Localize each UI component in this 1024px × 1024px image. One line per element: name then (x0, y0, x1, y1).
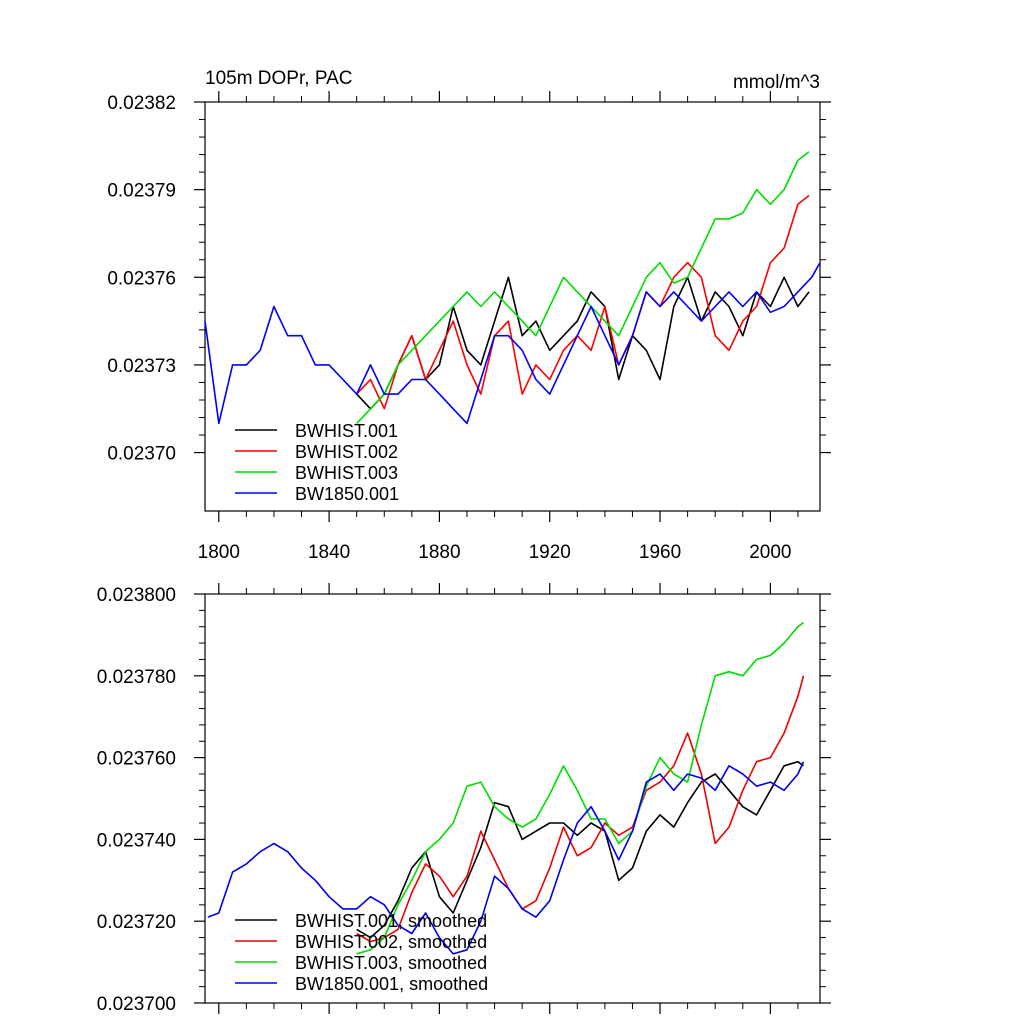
bottom-series-1-line (356, 675, 805, 943)
bottom-y-tick-label: 0.023760 (97, 749, 176, 770)
bottom-legend-label: BWHIST.003, smoothed (295, 953, 487, 973)
top-legend-label: BWHIST.001 (295, 421, 398, 441)
bottom-plot-frame (204, 593, 821, 1004)
bottom-y-tick-label: 0.023720 (97, 912, 176, 933)
top-panel: 105m DOPr, PAC mmol/m^3 1800 1840 1880 1920… (107, 68, 831, 563)
bottom-panel: 0.023700 0.023720 0.023740 0.023760 0.023780… (97, 583, 831, 1015)
bottom-series-3-line (207, 761, 805, 955)
top-legend-label: BW1850.001 (295, 484, 399, 504)
top-series-1-line (356, 194, 810, 410)
top-x-tick-label: 1960 (639, 542, 681, 563)
top-ticks: 1800 1840 1880 1920 1960 2000 0.02370 0.02373 0.… (107, 91, 831, 563)
bottom-y-tick-label: 0.023780 (97, 667, 176, 688)
top-legend-label: BWHIST.002 (295, 442, 398, 462)
bottom-y-tick-label: 0.023800 (97, 585, 176, 606)
top-y-tick-label: 0.02379 (107, 181, 176, 202)
bottom-y-tick-label: 0.023700 (97, 994, 176, 1015)
top-x-tick-label: 1800 (198, 542, 240, 563)
bottom-legend-label: BW1850.001, smoothed (295, 974, 488, 994)
top-y-tick-label: 0.02376 (107, 268, 176, 289)
top-x-tick-label: 1880 (418, 542, 460, 563)
top-series-3-line (204, 262, 821, 425)
top-x-tick-label: 1920 (529, 542, 571, 563)
bottom-legend-label: BWHIST.001, smoothed (295, 911, 487, 931)
top-series-2-line (356, 151, 810, 424)
top-series (204, 151, 821, 425)
bottom-series (207, 621, 805, 955)
top-y-tick-label: 0.02382 (107, 93, 176, 114)
bottom-series-2-line (356, 621, 804, 955)
bottom-y-tick-label: 0.023740 (97, 830, 176, 851)
top-x-tick-label: 2000 (749, 542, 791, 563)
top-series-0-line (356, 276, 810, 410)
bottom-ticks: 0.023700 0.023720 0.023740 0.023760 0.023780… (97, 583, 831, 1015)
top-y-tick-label: 0.02370 (107, 444, 176, 465)
top-y-tick-label: 0.02373 (107, 356, 176, 377)
top-x-tick-label: 1840 (308, 542, 350, 563)
top-chart-title: 105m DOPr, PAC (205, 68, 352, 89)
bottom-series-0-line (356, 760, 804, 939)
top-legend-label: BWHIST.003 (295, 463, 398, 483)
top-plot-frame (204, 101, 821, 512)
bottom-legend-label: BWHIST.002, smoothed (295, 932, 487, 952)
top-chart-units: mmol/m^3 (733, 72, 820, 93)
